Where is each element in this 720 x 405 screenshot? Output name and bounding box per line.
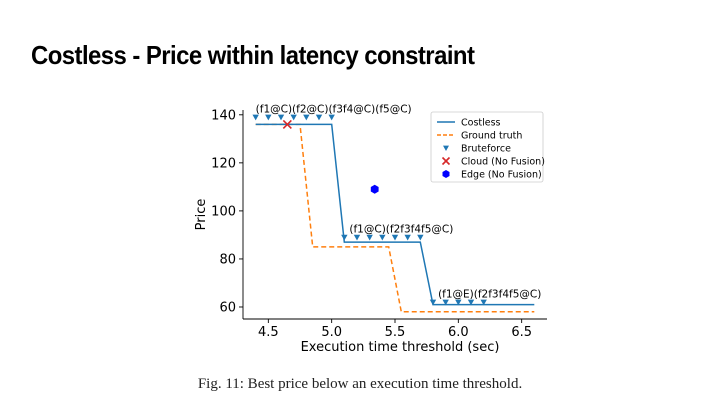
annotation-label: (f1@C)(f2f3f4f5@C): [349, 224, 453, 236]
y-axis-label: Price: [194, 199, 209, 231]
bruteforce-point: [303, 114, 310, 121]
cloud-point-stroke: [282, 119, 292, 129]
bruteforce-point: [252, 114, 259, 121]
bruteforce-point: [379, 234, 386, 241]
bruteforce-point: [315, 114, 323, 121]
bruteforce-point: [353, 234, 361, 241]
x-axis-label: Execution time threshold (sec): [301, 340, 500, 355]
x-tick-label: 6.5: [511, 325, 532, 340]
cloud-point-stroke: [441, 156, 451, 166]
bruteforce-point: [467, 299, 475, 306]
bruteforce-point: [265, 114, 272, 121]
legend-box: [430, 111, 544, 183]
legend-label: Edge (No Fusion): [461, 170, 542, 181]
annotation-label: (f1@C)(f2@C)(f3f4@C)(f5@C): [256, 103, 412, 115]
legend-label: Cloud (No Fusion): [461, 157, 545, 168]
legend-label: Ground truth: [461, 131, 522, 142]
y-tick-label: 60: [219, 300, 236, 315]
bruteforce-point: [442, 299, 449, 306]
figure-caption: Fig. 11: Best price below an execution t…: [197, 376, 523, 392]
bruteforce-point: [328, 114, 335, 121]
price-chart: 4.5 5.0 5.5 6.0 6.5 60 80 100 120 140 Execution ti…: [194, 103, 547, 355]
cloud-point: [282, 119, 292, 129]
x-tick-label: 4.5: [258, 325, 279, 340]
y-tick-label: 140: [211, 108, 236, 123]
slide-title: Costless - Price within latency constrai…: [31, 40, 475, 70]
bruteforce-point: [290, 114, 297, 121]
bruteforce-point: [417, 234, 424, 241]
y-tick-label: 80: [219, 252, 236, 267]
legend-label: Costless: [461, 118, 501, 129]
annotation-label: (f1@E)(f2f3f4f5@C): [438, 288, 541, 300]
legend-edge-swatch: [442, 170, 450, 178]
y-tick-label: 100: [211, 204, 236, 219]
x-tick-label: 6.0: [448, 325, 469, 340]
x-tick-label: 5.5: [385, 325, 406, 340]
bruteforce-point: [404, 234, 411, 241]
bruteforce-point: [480, 299, 487, 306]
bruteforce-point: [366, 234, 373, 241]
bruteforce-point: [277, 114, 285, 121]
edge-point: [370, 184, 379, 194]
costless-line: [255, 123, 535, 306]
bruteforce-point: [341, 234, 348, 241]
legend-bruteforce-swatch: [443, 145, 449, 151]
bruteforce-point: [455, 299, 462, 306]
legend-cloud-swatch: [441, 156, 451, 166]
y-tick-label: 120: [211, 156, 236, 171]
bruteforce-point: [391, 234, 399, 241]
bruteforce-point: [429, 299, 437, 306]
x-tick-label: 5.0: [321, 325, 342, 340]
legend-label: Bruteforce: [461, 144, 511, 155]
